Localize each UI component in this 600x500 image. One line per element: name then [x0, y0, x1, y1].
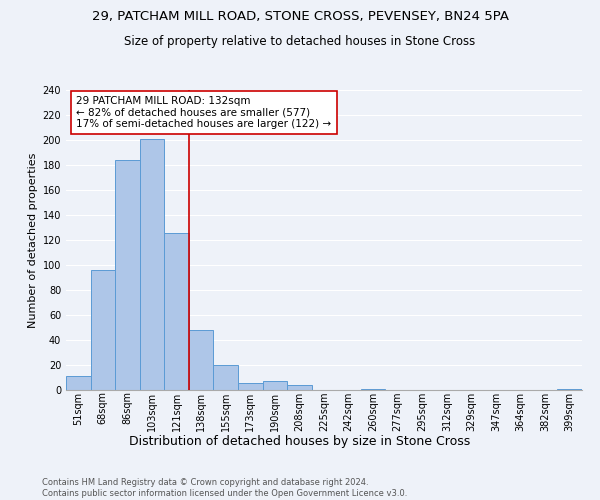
- Bar: [557, 389, 582, 390]
- Bar: [66, 376, 91, 390]
- Bar: [140, 138, 164, 390]
- Text: 29, PATCHAM MILL ROAD, STONE CROSS, PEVENSEY, BN24 5PA: 29, PATCHAM MILL ROAD, STONE CROSS, PEVE…: [91, 10, 509, 23]
- Bar: [361, 389, 385, 390]
- Bar: [189, 330, 214, 390]
- Bar: [91, 270, 115, 390]
- Bar: [164, 232, 189, 390]
- Bar: [238, 382, 263, 390]
- Bar: [263, 381, 287, 390]
- Text: Size of property relative to detached houses in Stone Cross: Size of property relative to detached ho…: [124, 35, 476, 48]
- Text: 29 PATCHAM MILL ROAD: 132sqm
← 82% of detached houses are smaller (577)
17% of s: 29 PATCHAM MILL ROAD: 132sqm ← 82% of de…: [76, 96, 331, 129]
- Bar: [287, 385, 312, 390]
- Text: Distribution of detached houses by size in Stone Cross: Distribution of detached houses by size …: [130, 435, 470, 448]
- Y-axis label: Number of detached properties: Number of detached properties: [28, 152, 38, 328]
- Text: Contains HM Land Registry data © Crown copyright and database right 2024.
Contai: Contains HM Land Registry data © Crown c…: [42, 478, 407, 498]
- Bar: [115, 160, 140, 390]
- Bar: [214, 365, 238, 390]
